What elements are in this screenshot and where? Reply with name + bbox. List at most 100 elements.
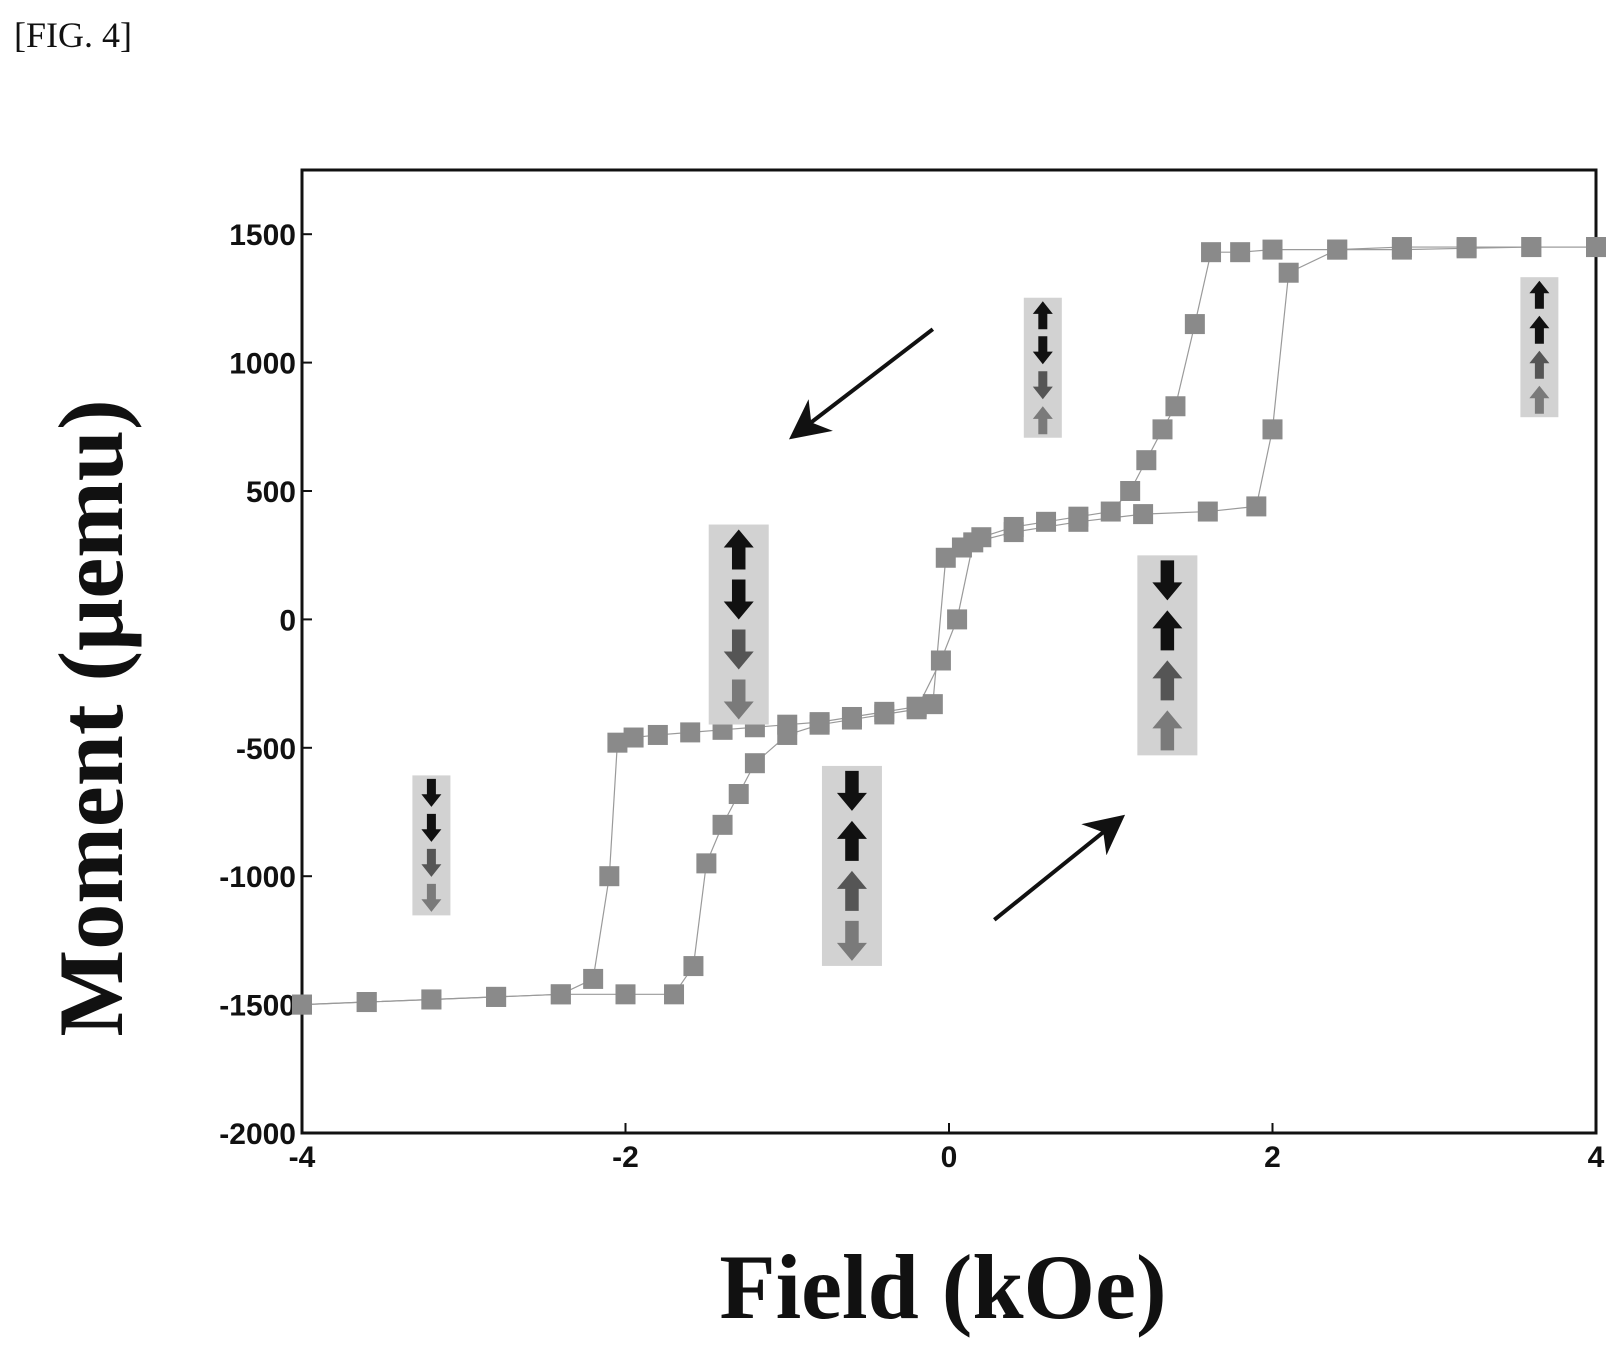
- data-point: [1133, 504, 1154, 525]
- data-point: [1262, 239, 1283, 260]
- data-point: [1165, 396, 1186, 417]
- y-tick-label: 1500: [229, 219, 296, 252]
- annotations: [412, 277, 1559, 966]
- y-axis-ticks: -2000 -1500 -1000 -500 0 500 1000 1500: [219, 219, 312, 1151]
- data-point: [935, 547, 956, 568]
- data-point: [647, 724, 668, 745]
- y-tick-label: 0: [279, 604, 296, 637]
- data-point: [696, 853, 717, 874]
- x-axis-title: Field (kOe): [719, 1236, 1166, 1338]
- spin-up-arrow-icon: [836, 820, 867, 861]
- spin-down-arrow-icon: [421, 883, 442, 912]
- data-point: [683, 956, 704, 977]
- data-point: [1068, 511, 1089, 532]
- data-points: [292, 237, 1606, 1015]
- x-tick-label: 4: [1588, 1141, 1605, 1174]
- spin-configuration-stack: [1023, 297, 1062, 438]
- spin-up-arrow-icon: [1529, 350, 1550, 379]
- data-point: [1391, 237, 1412, 258]
- data-point: [963, 532, 984, 553]
- spin-down-arrow-icon: [836, 920, 867, 961]
- data-point: [906, 699, 927, 720]
- data-point: [1036, 511, 1057, 532]
- spin-down-arrow-icon: [836, 770, 867, 811]
- spin-configuration-stack: [412, 775, 451, 916]
- data-point: [1456, 237, 1477, 258]
- data-point: [1136, 450, 1157, 471]
- spin-up-arrow-icon: [1032, 301, 1053, 330]
- spin-configuration-stack: [821, 765, 882, 966]
- spin-up-arrow-icon: [1032, 406, 1053, 435]
- data-point: [947, 609, 968, 630]
- spin-down-arrow-icon: [421, 848, 442, 877]
- y-tick-label: -2000: [219, 1118, 296, 1151]
- data-point: [615, 984, 636, 1005]
- spin-down-arrow-icon: [723, 629, 754, 670]
- x-axis-ticks: -4 -2 0 2 4: [289, 1123, 1605, 1174]
- spin-down-arrow-icon: [1152, 560, 1183, 601]
- y-tick-label: -1000: [219, 861, 296, 894]
- y-tick-label: -500: [236, 733, 296, 766]
- data-point: [583, 968, 604, 989]
- data-point: [1586, 237, 1606, 258]
- data-point: [1262, 419, 1283, 440]
- spin-configuration-stack: [1137, 555, 1198, 756]
- data-point: [922, 694, 943, 715]
- data-point: [712, 719, 733, 740]
- spin-down-arrow-icon: [1032, 371, 1053, 400]
- spin-up-arrow-icon: [1529, 280, 1550, 309]
- data-point: [1120, 481, 1141, 501]
- data-point: [421, 989, 442, 1010]
- data-point: [623, 727, 644, 748]
- x-tick-label: 0: [941, 1141, 958, 1174]
- spin-down-arrow-icon: [421, 813, 442, 842]
- spin-up-arrow-icon: [1529, 315, 1550, 344]
- data-point: [599, 866, 620, 887]
- data-point: [1278, 262, 1299, 283]
- data-point: [486, 986, 507, 1007]
- x-tick-label: -4: [289, 1141, 316, 1174]
- spin-configuration-stack: [1520, 277, 1559, 418]
- data-point: [680, 722, 701, 743]
- data-point: [607, 732, 628, 753]
- data-point: [1246, 496, 1267, 517]
- y-tick-label: 1000: [229, 348, 296, 381]
- spin-up-arrow-icon: [836, 870, 867, 911]
- spin-down-arrow-icon: [1032, 336, 1053, 365]
- spin-up-arrow-icon: [1152, 710, 1183, 751]
- data-point: [292, 994, 312, 1015]
- figure-label: [FIG. 4]: [14, 15, 132, 55]
- data-point: [1184, 314, 1205, 335]
- data-point: [1230, 242, 1251, 263]
- y-tick-label: -1500: [219, 990, 296, 1023]
- data-point: [930, 650, 951, 671]
- spin-down-arrow-icon: [723, 579, 754, 620]
- spin-down-arrow-icon: [421, 778, 442, 807]
- spin-up-arrow-icon: [1152, 610, 1183, 651]
- data-point: [1521, 237, 1542, 258]
- data-point: [1152, 419, 1173, 440]
- sweep-direction-arrow: [788, 327, 935, 440]
- spin-up-arrow-icon: [1529, 385, 1550, 414]
- data-point: [712, 814, 733, 835]
- x-tick-label: 2: [1264, 1141, 1281, 1174]
- spin-down-arrow-icon: [723, 679, 754, 720]
- data-point: [550, 984, 571, 1005]
- y-tick-label: 500: [246, 476, 296, 509]
- data-point: [809, 714, 830, 735]
- data-point: [1197, 501, 1218, 522]
- data-point: [356, 992, 377, 1013]
- data-point: [1327, 239, 1348, 260]
- spin-configuration-stack: [708, 524, 769, 725]
- data-point: [744, 753, 765, 774]
- x-tick-label: -2: [612, 1141, 639, 1174]
- data-point: [1201, 242, 1222, 263]
- spin-up-arrow-icon: [723, 529, 754, 570]
- data-point: [664, 984, 685, 1005]
- y-axis-title: Moment (μemu): [40, 399, 142, 1036]
- data-point: [874, 704, 895, 725]
- sweep-direction-arrow: [993, 814, 1126, 922]
- data-point: [728, 784, 749, 805]
- data-point: [777, 724, 798, 745]
